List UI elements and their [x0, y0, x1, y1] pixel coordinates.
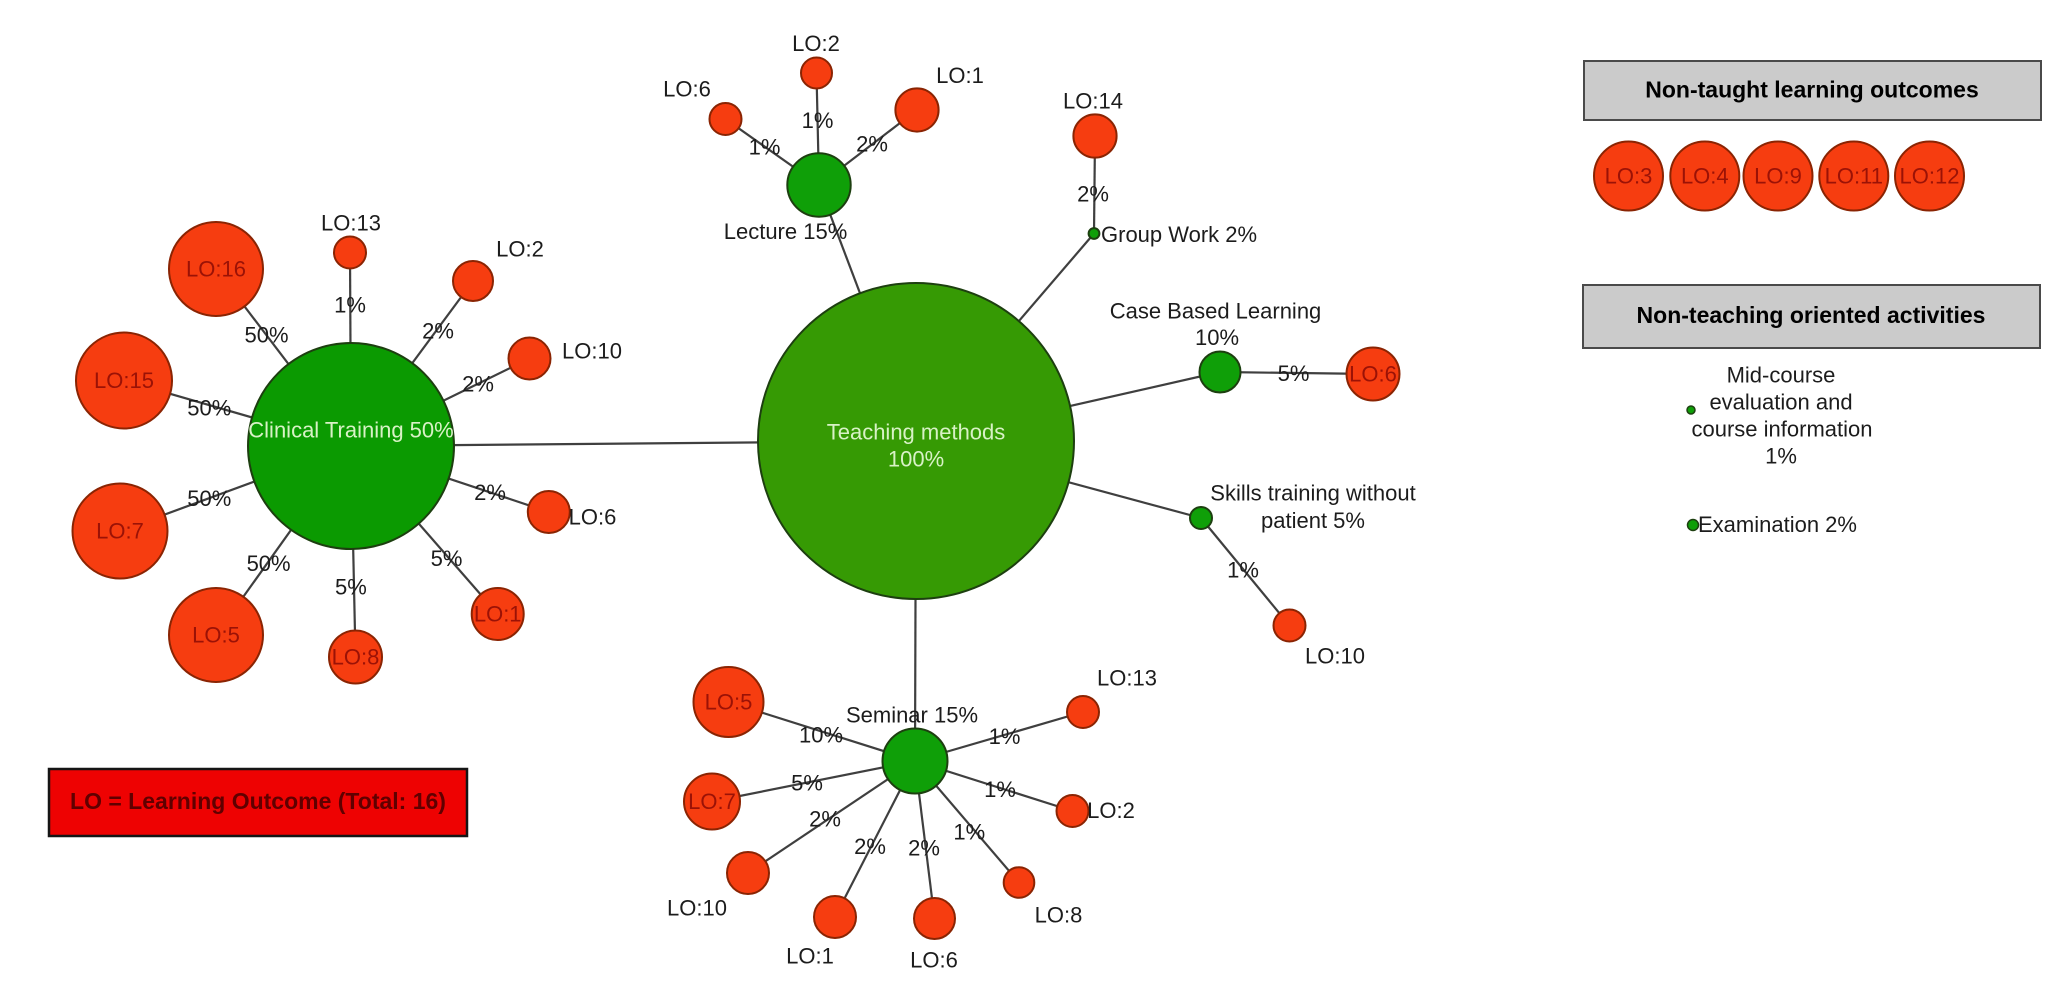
svg-text:1%: 1% [984, 777, 1016, 802]
svg-text:Examination 2%: Examination 2% [1698, 512, 1857, 537]
svg-text:5%: 5% [791, 771, 823, 796]
svg-text:LO:11: LO:11 [1825, 164, 1883, 189]
svg-text:1%: 1% [802, 108, 834, 133]
svg-text:LO:13: LO:13 [1097, 666, 1157, 691]
svg-text:Teaching methods: Teaching methods [827, 420, 1006, 445]
svg-text:Mid-course: Mid-course [1727, 363, 1836, 388]
svg-text:LO:3: LO:3 [1605, 164, 1653, 189]
svg-text:LO:7: LO:7 [688, 789, 736, 814]
svg-text:2%: 2% [474, 480, 506, 505]
svg-text:LO:7: LO:7 [96, 519, 144, 544]
svg-text:5%: 5% [1278, 361, 1310, 386]
svg-text:LO:6: LO:6 [910, 948, 958, 973]
svg-text:LO:13: LO:13 [321, 211, 381, 236]
svg-text:LO:6: LO:6 [663, 77, 711, 102]
svg-text:LO:1: LO:1 [936, 63, 984, 88]
svg-text:evaluation and: evaluation and [1709, 390, 1852, 415]
svg-text:Group Work 2%: Group Work 2% [1101, 222, 1257, 247]
svg-text:100%: 100% [888, 447, 944, 472]
svg-text:Clinical Training 50%: Clinical Training 50% [248, 418, 453, 443]
svg-text:LO:9: LO:9 [1754, 164, 1802, 189]
svg-text:1%: 1% [989, 724, 1021, 749]
svg-text:1%: 1% [1765, 444, 1797, 469]
svg-text:2%: 2% [422, 319, 454, 344]
svg-text:LO:1: LO:1 [786, 944, 834, 969]
svg-text:patient 5%: patient 5% [1261, 508, 1365, 533]
svg-text:Non-taught learning outcomes: Non-taught learning outcomes [1645, 77, 1979, 103]
svg-text:10%: 10% [799, 723, 843, 748]
svg-text:1%: 1% [953, 820, 985, 845]
svg-text:LO:14: LO:14 [1063, 89, 1123, 114]
svg-text:2%: 2% [856, 132, 888, 157]
svg-text:LO:2: LO:2 [496, 237, 544, 262]
svg-text:2%: 2% [1077, 182, 1109, 207]
svg-text:Seminar 15%: Seminar 15% [846, 703, 978, 728]
svg-text:LO:2: LO:2 [1087, 798, 1135, 823]
svg-text:2%: 2% [854, 834, 886, 859]
svg-text:2%: 2% [462, 372, 494, 397]
svg-text:5%: 5% [431, 546, 463, 571]
svg-text:LO:2: LO:2 [792, 31, 840, 56]
svg-text:LO:15: LO:15 [94, 368, 154, 393]
svg-text:LO:8: LO:8 [332, 645, 380, 670]
svg-text:LO:4: LO:4 [1681, 164, 1729, 189]
svg-text:LO:12: LO:12 [1900, 164, 1960, 189]
svg-text:2%: 2% [908, 836, 940, 861]
svg-text:10%: 10% [1195, 325, 1239, 350]
svg-text:Non-teaching oriented activiti: Non-teaching oriented activities [1637, 302, 1986, 328]
svg-text:LO:6: LO:6 [569, 505, 617, 530]
svg-text:LO:5: LO:5 [192, 623, 240, 648]
svg-text:5%: 5% [335, 575, 367, 600]
svg-text:Case Based Learning: Case Based Learning [1110, 299, 1322, 324]
svg-text:50%: 50% [244, 323, 288, 348]
svg-text:course information: course information [1692, 417, 1873, 442]
svg-text:50%: 50% [187, 395, 231, 420]
svg-text:50%: 50% [187, 486, 231, 511]
svg-text:LO:5: LO:5 [705, 690, 753, 715]
svg-text:LO:6: LO:6 [1349, 362, 1397, 387]
svg-text:LO = Learning Outcome (Total:: LO = Learning Outcome (Total: 16) [70, 788, 446, 814]
svg-text:50%: 50% [247, 551, 291, 576]
svg-text:Skills training without: Skills training without [1210, 481, 1415, 506]
svg-text:Lecture 15%: Lecture 15% [724, 219, 848, 244]
svg-text:LO:10: LO:10 [1305, 644, 1365, 669]
svg-text:1%: 1% [334, 293, 366, 318]
svg-text:LO:16: LO:16 [186, 257, 246, 282]
svg-text:LO:10: LO:10 [562, 339, 622, 364]
svg-text:LO:8: LO:8 [1035, 903, 1083, 928]
svg-text:1%: 1% [749, 135, 781, 160]
svg-text:LO:1: LO:1 [474, 602, 522, 627]
svg-text:LO:10: LO:10 [667, 896, 727, 921]
svg-text:1%: 1% [1227, 558, 1259, 583]
svg-text:2%: 2% [809, 807, 841, 832]
